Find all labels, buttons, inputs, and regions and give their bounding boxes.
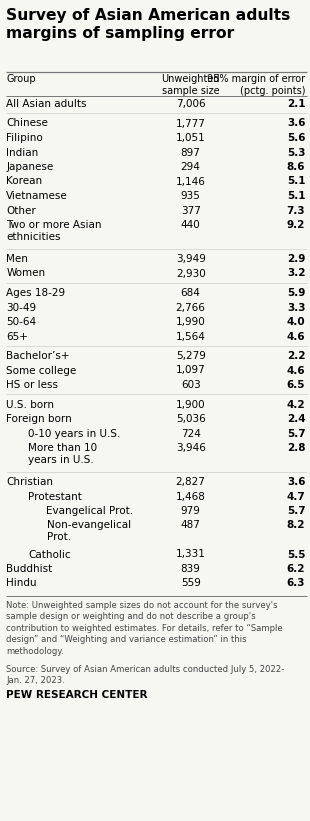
Text: 2,766: 2,766 (176, 302, 206, 313)
Text: 8.6: 8.6 (287, 162, 305, 172)
Text: Vietnamese: Vietnamese (6, 191, 68, 201)
Text: 1,777: 1,777 (176, 118, 206, 129)
Text: 6.2: 6.2 (287, 564, 305, 574)
Text: 0-10 years in U.S.: 0-10 years in U.S. (28, 429, 120, 438)
Text: 6.3: 6.3 (287, 579, 305, 589)
Text: Survey of Asian American adults
margins of sampling error: Survey of Asian American adults margins … (6, 8, 290, 41)
Text: 3.3: 3.3 (287, 302, 305, 313)
Text: 2.8: 2.8 (287, 443, 305, 453)
Text: 2.9: 2.9 (287, 254, 305, 264)
Text: Ages 18-29: Ages 18-29 (6, 288, 65, 298)
Text: Some college: Some college (6, 365, 77, 375)
Text: 5.9: 5.9 (287, 288, 305, 298)
Text: 5.7: 5.7 (287, 429, 305, 438)
Text: 7,006: 7,006 (176, 99, 206, 109)
Text: 2,827: 2,827 (176, 477, 206, 487)
Text: Hindu: Hindu (6, 579, 37, 589)
Text: 50-64: 50-64 (6, 317, 36, 327)
Text: Foreign born: Foreign born (6, 414, 72, 424)
Text: 935: 935 (181, 191, 201, 201)
Text: Chinese: Chinese (6, 118, 48, 129)
Text: 1,331: 1,331 (176, 549, 206, 559)
Text: Women: Women (6, 268, 45, 278)
Text: Christian: Christian (6, 477, 53, 487)
Text: Protestant: Protestant (28, 492, 82, 502)
Text: Two or more Asian
ethnicities: Two or more Asian ethnicities (6, 220, 102, 241)
Text: Evangelical Prot.: Evangelical Prot. (46, 506, 134, 516)
Text: 1,990: 1,990 (176, 317, 206, 327)
Text: 294: 294 (181, 162, 201, 172)
Text: 5,036: 5,036 (176, 414, 206, 424)
Text: 30-49: 30-49 (6, 302, 36, 313)
Text: HS or less: HS or less (6, 380, 58, 390)
Text: 3.6: 3.6 (287, 477, 305, 487)
Text: 3.2: 3.2 (287, 268, 305, 278)
Text: 377: 377 (181, 205, 201, 215)
Text: Group: Group (6, 74, 36, 84)
Text: 1,051: 1,051 (176, 133, 206, 143)
Text: 1,097: 1,097 (176, 365, 206, 375)
Text: 65+: 65+ (6, 332, 28, 342)
Text: 6.5: 6.5 (287, 380, 305, 390)
Text: Other: Other (6, 205, 36, 215)
Text: 5.5: 5.5 (287, 549, 305, 559)
Text: 2,930: 2,930 (176, 268, 206, 278)
Text: 5.7: 5.7 (287, 506, 305, 516)
Text: 1,900: 1,900 (176, 400, 206, 410)
Text: 2.4: 2.4 (287, 414, 305, 424)
Text: 440: 440 (181, 220, 201, 230)
Text: 3,949: 3,949 (176, 254, 206, 264)
Text: 5.6: 5.6 (287, 133, 305, 143)
Text: Indian: Indian (6, 148, 38, 158)
Text: 4.2: 4.2 (287, 400, 305, 410)
Text: 3.6: 3.6 (287, 118, 305, 129)
Text: 1,146: 1,146 (176, 177, 206, 186)
Text: 2.1: 2.1 (287, 99, 305, 109)
Text: Catholic: Catholic (28, 549, 71, 559)
Text: Bachelor’s+: Bachelor’s+ (6, 351, 70, 361)
Text: Men: Men (6, 254, 28, 264)
Text: U.S. born: U.S. born (6, 400, 54, 410)
Text: 4.6: 4.6 (287, 365, 305, 375)
Text: 5.1: 5.1 (287, 177, 305, 186)
Text: 4.0: 4.0 (287, 317, 305, 327)
Text: 724: 724 (181, 429, 201, 438)
Text: Source: Survey of Asian American adults conducted July 5, 2022-
Jan. 27, 2023.: Source: Survey of Asian American adults … (6, 665, 285, 686)
Text: 684: 684 (181, 288, 201, 298)
Text: All Asian adults: All Asian adults (6, 99, 87, 109)
Text: PEW RESEARCH CENTER: PEW RESEARCH CENTER (6, 690, 148, 700)
Text: 559: 559 (181, 579, 201, 589)
Text: 1,564: 1,564 (176, 332, 206, 342)
Text: Note: Unweighted sample sizes do not account for the survey's
sample design or w: Note: Unweighted sample sizes do not acc… (6, 601, 283, 656)
Text: 1,468: 1,468 (176, 492, 206, 502)
Text: 4.7: 4.7 (287, 492, 305, 502)
Text: 9.2: 9.2 (287, 220, 305, 230)
Text: 603: 603 (181, 380, 201, 390)
Text: 487: 487 (181, 521, 201, 530)
Text: Buddhist: Buddhist (6, 564, 52, 574)
Text: 979: 979 (181, 506, 201, 516)
Text: 897: 897 (181, 148, 201, 158)
Text: Japanese: Japanese (6, 162, 53, 172)
Text: 839: 839 (181, 564, 201, 574)
Text: 3,946: 3,946 (176, 443, 206, 453)
Text: 4.6: 4.6 (287, 332, 305, 342)
Text: Unweighted
sample size: Unweighted sample size (162, 74, 220, 95)
Text: 95% margin of error
(pctg. points): 95% margin of error (pctg. points) (207, 74, 305, 95)
Text: Filipino: Filipino (6, 133, 43, 143)
Text: Korean: Korean (6, 177, 42, 186)
Text: 2.2: 2.2 (287, 351, 305, 361)
Text: 5.3: 5.3 (287, 148, 305, 158)
Text: 5,279: 5,279 (176, 351, 206, 361)
Text: 7.3: 7.3 (287, 205, 305, 215)
Text: 8.2: 8.2 (287, 521, 305, 530)
Text: 5.1: 5.1 (287, 191, 305, 201)
Text: Non-evangelical
Prot.: Non-evangelical Prot. (46, 521, 131, 542)
Text: More than 10
years in U.S.: More than 10 years in U.S. (28, 443, 97, 465)
